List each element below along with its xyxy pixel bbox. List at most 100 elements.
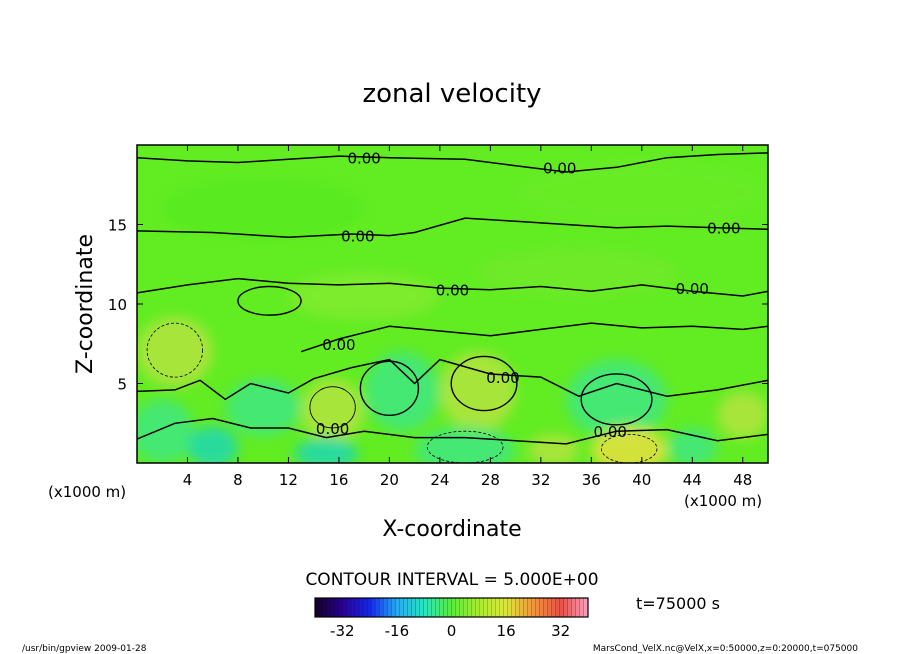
colorbar-frame bbox=[314, 597, 589, 618]
contour-field bbox=[137, 145, 768, 463]
contour-loop bbox=[237, 285, 302, 316]
colorbar-tick-label: 0 bbox=[447, 622, 457, 640]
colorbar-cell bbox=[403, 598, 408, 617]
colorbar-cell bbox=[355, 598, 360, 617]
x-tick-label: 4 bbox=[183, 471, 193, 489]
field-anomaly bbox=[301, 378, 365, 443]
colorbar-cell bbox=[551, 598, 557, 617]
y-tick-label: 5 bbox=[117, 376, 127, 394]
colorbar-cell bbox=[519, 598, 525, 617]
colorbar-cell bbox=[547, 598, 553, 617]
colorbar-cell bbox=[523, 598, 529, 617]
contour-loop bbox=[450, 355, 518, 412]
colorbar-cell bbox=[535, 598, 541, 617]
colorbar-cell bbox=[483, 598, 488, 617]
colorbar-cell bbox=[335, 598, 340, 617]
colorbar bbox=[315, 598, 589, 617]
colorbar-cell bbox=[359, 598, 364, 617]
contour-label: 0.00 bbox=[707, 220, 740, 238]
colorbar-cell bbox=[443, 598, 448, 617]
x-tick-label: 36 bbox=[582, 471, 601, 489]
colorbar-cell bbox=[435, 598, 440, 617]
field-anomaly bbox=[667, 428, 718, 463]
contour-line bbox=[137, 152, 768, 173]
x-unit-left: (x1000 m) bbox=[48, 483, 126, 501]
colorbar-cell bbox=[579, 598, 585, 617]
colorbar-cell bbox=[343, 598, 348, 617]
colorbar-cell bbox=[331, 598, 336, 617]
x-tick-label: 16 bbox=[329, 471, 348, 489]
x-tick-label: 12 bbox=[279, 471, 298, 489]
colorbar-cell bbox=[563, 598, 569, 617]
contour-label: 0.00 bbox=[543, 159, 576, 177]
field-anomaly bbox=[187, 426, 238, 463]
colorbar-cell bbox=[415, 598, 420, 617]
field-anomaly bbox=[364, 351, 440, 432]
colorbar-cell bbox=[339, 598, 344, 617]
contour-label: 0.00 bbox=[486, 369, 519, 387]
x-tick-label: 40 bbox=[632, 471, 651, 489]
colorbar-cell bbox=[375, 598, 380, 617]
chart-title: zonal velocity bbox=[362, 79, 541, 109]
contour-line bbox=[300, 322, 768, 353]
colorbar-cell bbox=[459, 598, 464, 617]
colorbar-cell bbox=[467, 598, 472, 617]
field-anomaly bbox=[439, 351, 516, 432]
colorbar-tick-label: 32 bbox=[551, 622, 570, 640]
contour-loop bbox=[580, 373, 653, 426]
field-anomaly bbox=[528, 434, 579, 463]
colorbar-cell bbox=[327, 598, 332, 617]
field-anomaly bbox=[717, 391, 768, 440]
contour-label: 0.00 bbox=[341, 228, 374, 246]
colorbar-cell bbox=[363, 598, 368, 617]
colorbar-cell bbox=[555, 598, 561, 617]
contour-label: 0.00 bbox=[676, 280, 709, 298]
colorbar-cell bbox=[347, 598, 352, 617]
colorbar-cell bbox=[387, 598, 392, 617]
colorbar-tick-label: 16 bbox=[497, 622, 516, 640]
colorbar-cell bbox=[571, 598, 577, 617]
contour-line bbox=[137, 358, 768, 401]
field-anomaly bbox=[477, 248, 680, 297]
field-anomaly bbox=[288, 272, 440, 320]
x-tick-label: 8 bbox=[233, 471, 243, 489]
x-axis-label: X-coordinate bbox=[382, 517, 521, 542]
colorbar-cell bbox=[471, 598, 476, 617]
colorbar-cell bbox=[567, 598, 573, 617]
colorbar-cell bbox=[427, 598, 432, 617]
colorbar-cell bbox=[419, 598, 424, 617]
colorbar-cell bbox=[411, 598, 416, 617]
colorbar-cell bbox=[447, 598, 452, 617]
colorbar-cell bbox=[531, 598, 537, 617]
contour-label: 0.00 bbox=[316, 420, 349, 438]
contour-loop bbox=[359, 360, 420, 416]
contour-label: 0.00 bbox=[322, 336, 355, 354]
colorbar-cell bbox=[559, 598, 565, 617]
contour-interval: CONTOUR INTERVAL = 5.000E+00 bbox=[305, 570, 598, 590]
colorbar-cell bbox=[543, 598, 549, 617]
colorbar-cell bbox=[475, 598, 480, 617]
colorbar-cell bbox=[495, 598, 500, 617]
colorbar-tick-label: -32 bbox=[330, 622, 355, 640]
x-tick-label: 48 bbox=[733, 471, 752, 489]
colorbar-cell bbox=[319, 598, 324, 617]
colorbar-cell bbox=[367, 598, 372, 617]
colorbar-cell bbox=[323, 598, 328, 617]
colorbar-cell bbox=[479, 598, 484, 617]
x-tick-label: 20 bbox=[380, 471, 399, 489]
colorbar-cell bbox=[391, 598, 396, 617]
colorbar-tick-label: -16 bbox=[385, 622, 410, 640]
field-anomaly bbox=[566, 359, 668, 440]
colorbar-cell bbox=[439, 598, 444, 617]
colorbar-cell bbox=[451, 598, 456, 617]
colorbar-cell bbox=[487, 598, 492, 617]
colorbar-cell bbox=[431, 598, 436, 617]
colorbar-cell bbox=[515, 598, 521, 617]
field-anomaly bbox=[225, 378, 302, 436]
colorbar-cell bbox=[539, 598, 545, 617]
contour-line bbox=[137, 417, 768, 445]
x-tick-label: 32 bbox=[531, 471, 550, 489]
contour-loop bbox=[601, 433, 658, 463]
field-anomaly bbox=[414, 426, 516, 463]
